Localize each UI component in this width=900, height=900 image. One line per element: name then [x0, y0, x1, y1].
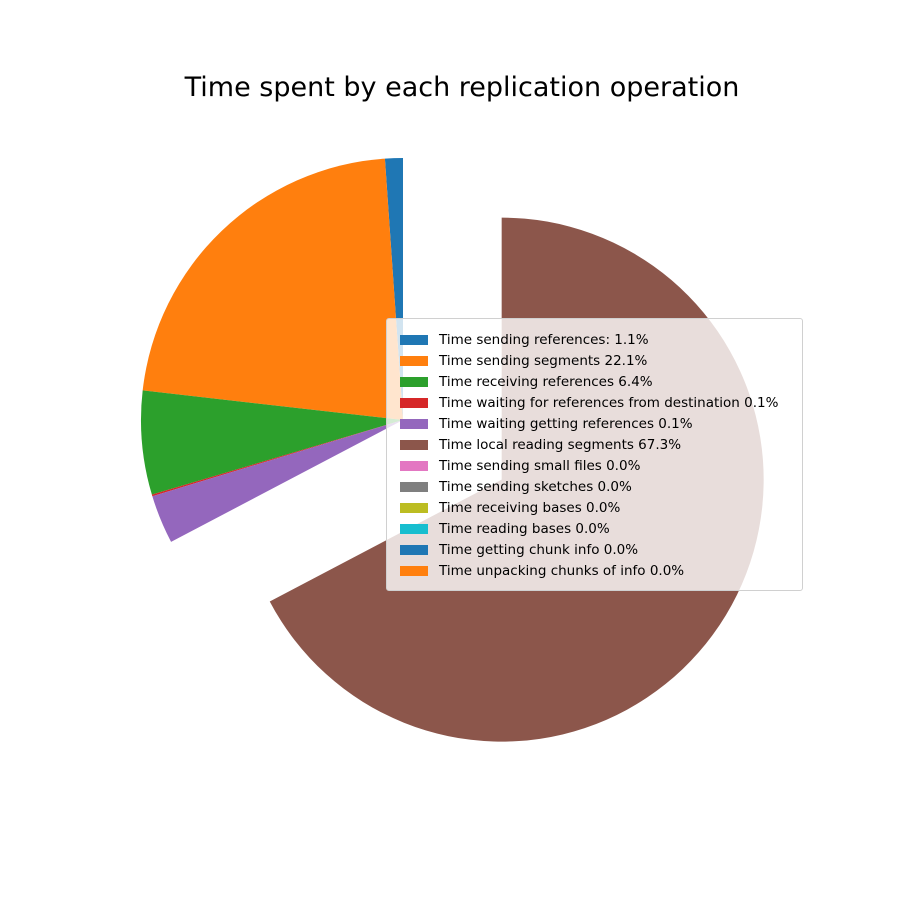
legend-swatch [400, 502, 428, 513]
legend-item-4: Time waiting getting references 0.1% [400, 413, 802, 434]
legend-label: Time receiving references 6.4% [439, 373, 653, 390]
legend-item-7: Time sending sketches 0.0% [400, 476, 802, 497]
pie-slice-2 [141, 390, 403, 495]
legend-item-9: Time reading bases 0.0% [400, 518, 802, 539]
legend-item-1: Time sending segments 22.1% [400, 350, 802, 371]
legend-item-5: Time local reading segments 67.3% [400, 434, 802, 455]
legend-label: Time waiting getting references 0.1% [439, 415, 693, 432]
legend-swatch [400, 418, 428, 429]
legend-swatch [400, 565, 428, 576]
legend-label: Time sending sketches 0.0% [439, 478, 632, 495]
legend-item-2: Time receiving references 6.4% [400, 371, 802, 392]
legend-item-3: Time waiting for references from destina… [400, 392, 802, 413]
legend-label: Time receiving bases 0.0% [439, 499, 621, 516]
legend-label: Time unpacking chunks of info 0.0% [439, 562, 685, 579]
pie-slice-4 [152, 420, 403, 542]
legend-swatch [400, 355, 428, 366]
legend-swatch [400, 439, 428, 450]
legend-swatch [400, 397, 428, 408]
legend-label: Time waiting for references from destina… [439, 394, 779, 411]
legend-swatch [400, 481, 428, 492]
legend-label: Time sending segments 22.1% [439, 352, 648, 369]
legend-swatch [400, 460, 428, 471]
legend-item-8: Time receiving bases 0.0% [400, 497, 802, 518]
legend-swatch [400, 376, 428, 387]
chart-title: Time spent by each replication operation [184, 72, 740, 103]
legend: Time sending references: 1.1% Time sendin… [386, 318, 803, 591]
pie-slice-1 [142, 158, 404, 420]
legend-label: Time reading bases 0.0% [439, 520, 610, 537]
legend-item-0: Time sending references: 1.1% [400, 329, 802, 350]
legend-swatch [400, 334, 428, 345]
legend-swatch [400, 523, 428, 534]
legend-label: Time sending references: 1.1% [439, 331, 649, 348]
legend-item-11: Time unpacking chunks of info 0.0% [400, 560, 802, 581]
pie-slice-3 [151, 420, 403, 497]
legend-item-6: Time sending small files 0.0% [400, 455, 802, 476]
legend-item-10: Time getting chunk info 0.0% [400, 539, 802, 560]
legend-label: Time local reading segments 67.3% [439, 436, 682, 453]
legend-label: Time getting chunk info 0.0% [439, 541, 639, 558]
legend-swatch [400, 544, 428, 555]
legend-label: Time sending small files 0.0% [439, 457, 641, 474]
